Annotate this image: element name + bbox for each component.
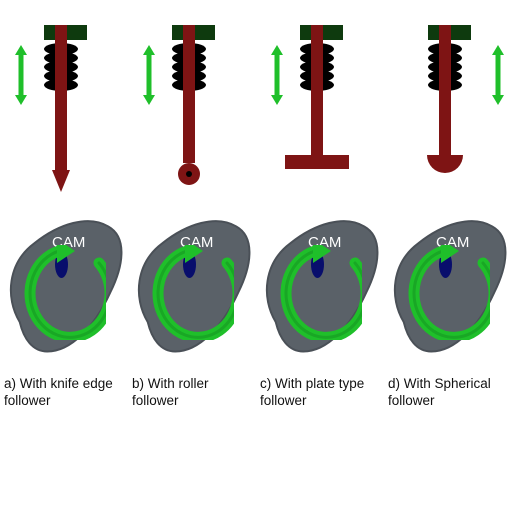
knife-tip: [52, 170, 70, 192]
cam: CAM: [128, 205, 256, 370]
guide-block: [323, 25, 343, 40]
cam: CAM: [384, 205, 512, 370]
panel-a: CAM: [0, 25, 128, 370]
caption-d: d) With Spherical follower: [384, 375, 512, 410]
follower-stem: [55, 25, 67, 170]
captions-row: a) With knife edge follower b) With roll…: [0, 375, 512, 410]
follower-stem: [183, 25, 195, 163]
panel-c: CAM: [256, 25, 384, 370]
cam: CAM: [0, 205, 128, 370]
caption-c: c) With plate type follower: [256, 375, 384, 410]
rotation-arrow-icon: [21, 245, 106, 340]
motion-arrow-icon: [271, 45, 283, 105]
motion-arrow-icon: [143, 45, 155, 105]
motion-arrow-icon: [492, 45, 504, 105]
follower-stem: [311, 25, 323, 155]
panel-b: CAM: [128, 25, 256, 370]
rotation-arrow-icon: [277, 245, 362, 340]
panel-d: CAM: [384, 25, 512, 370]
guide-block: [67, 25, 87, 40]
guide-block: [451, 25, 471, 40]
rotation-arrow-icon: [149, 245, 234, 340]
spherical-tip: [427, 155, 463, 173]
motion-arrow-icon: [15, 45, 27, 105]
guide-block: [195, 25, 215, 40]
diagram-row: CAM CAM CAM: [0, 25, 512, 370]
cam: CAM: [256, 205, 384, 370]
follower-stem: [439, 25, 451, 155]
plate-tip: [285, 155, 349, 169]
roller-tip: [178, 163, 200, 185]
caption-b: b) With roller follower: [128, 375, 256, 410]
caption-a: a) With knife edge follower: [0, 375, 128, 410]
rotation-arrow-icon: [405, 245, 490, 340]
